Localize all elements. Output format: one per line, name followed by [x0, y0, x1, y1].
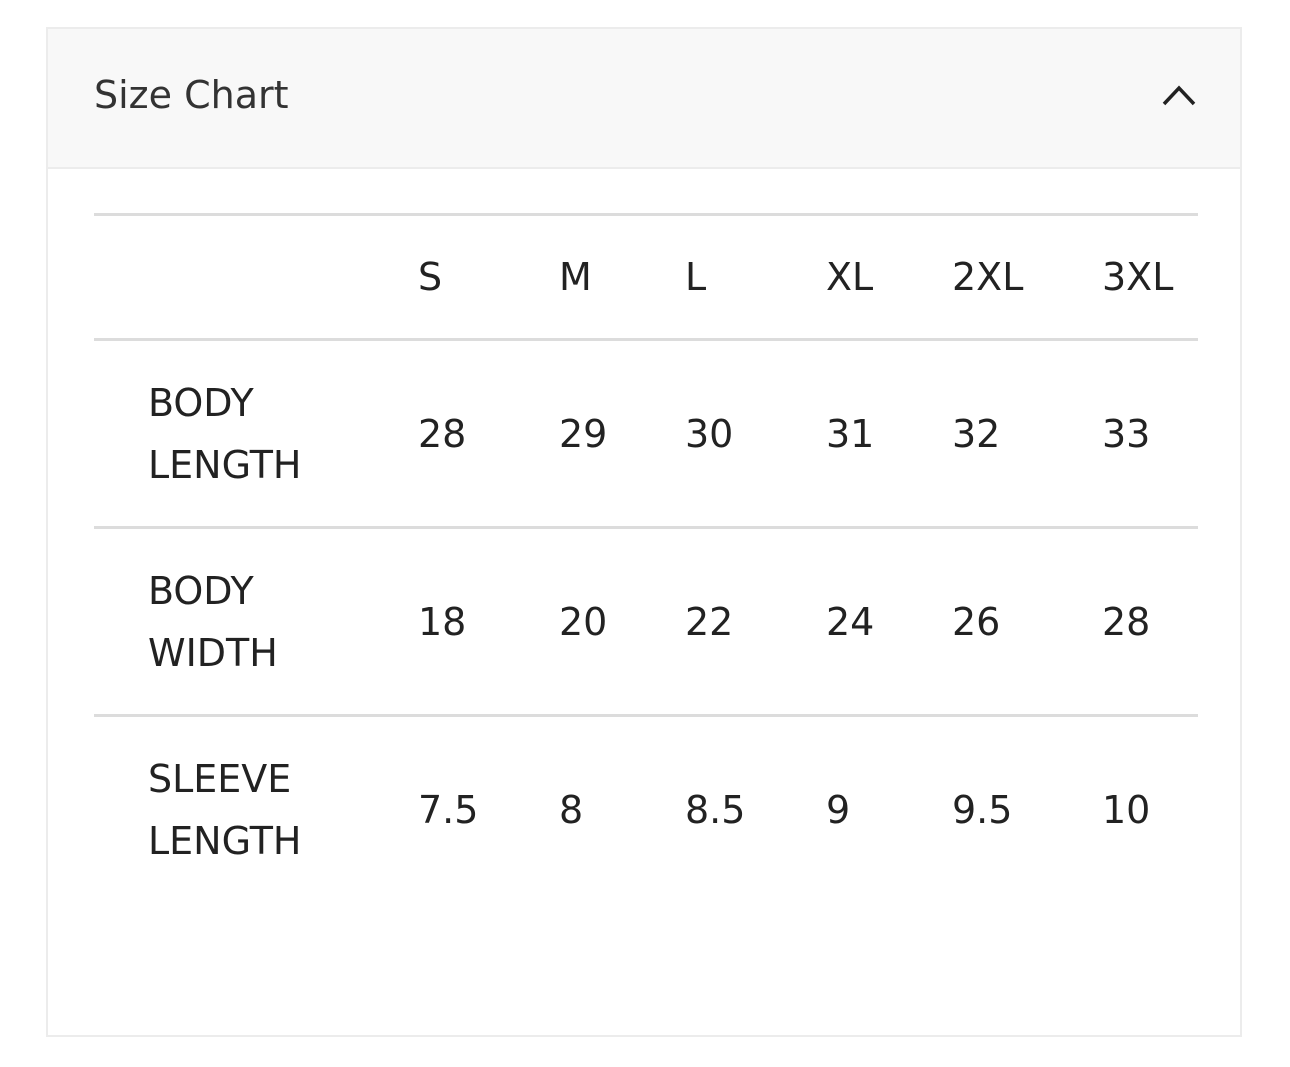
table-cell: 8 — [559, 788, 584, 833]
row-label-line: WIDTH — [148, 630, 278, 675]
table-cell: 18 — [418, 599, 467, 644]
table-cell: 7.5 — [418, 788, 479, 833]
header-row: S M L XL 2XL 3XL — [94, 214, 1198, 340]
column-header: XL — [826, 255, 874, 299]
table-row: BODY WIDTH 18 20 22 24 26 28 — [94, 527, 1198, 716]
table-cell: 24 — [826, 599, 875, 644]
table-cell: 28 — [418, 411, 467, 456]
table-cell: 8.5 — [685, 788, 746, 833]
table-cell: 9 — [826, 788, 851, 833]
table-cell: 32 — [952, 411, 1001, 456]
table-cell: 22 — [685, 599, 734, 644]
table-cell: 30 — [685, 411, 734, 456]
panel-title: Size Chart — [94, 73, 289, 117]
column-header: S — [418, 255, 443, 299]
row-label-line: BODY — [148, 568, 254, 613]
row-label-line: BODY — [148, 380, 254, 425]
column-header — [94, 215, 418, 340]
table-cell: 20 — [559, 599, 608, 644]
table-cell: 31 — [826, 411, 875, 456]
table-cell: 26 — [952, 599, 1001, 644]
row-label: BODY LENGTH — [94, 340, 418, 528]
column-header: L — [685, 255, 707, 299]
row-label-line: LENGTH — [148, 442, 302, 487]
row-label-line: LENGTH — [148, 819, 302, 864]
row-label-line: SLEEVE — [148, 757, 292, 802]
size-chart-panel: Size Chart S M L XL 2XL 3XL BODY LENGTH 28… — [46, 27, 1242, 1037]
row-label: SLEEVE LENGTH — [94, 716, 418, 904]
table-cell: 29 — [559, 411, 608, 456]
table-cell: 10 — [1102, 788, 1151, 833]
table-cell: 9.5 — [952, 788, 1013, 833]
column-header: 2XL — [952, 255, 1024, 299]
size-table: S M L XL 2XL 3XL BODY LENGTH 28 29 30 31 32 33 B… — [94, 213, 1198, 904]
chevron-up-icon[interactable] — [1162, 83, 1196, 107]
column-header: 3XL — [1102, 255, 1174, 299]
table-row: SLEEVE LENGTH 7.5 8 8.5 9 9.5 10 — [94, 715, 1198, 904]
table-cell: 33 — [1102, 411, 1151, 456]
table-row: BODY LENGTH 28 29 30 31 32 33 — [94, 339, 1198, 528]
column-header: M — [559, 255, 592, 299]
row-label: BODY WIDTH — [94, 528, 418, 716]
accordion-header[interactable]: Size Chart — [48, 29, 1240, 169]
table-cell: 28 — [1102, 599, 1151, 644]
